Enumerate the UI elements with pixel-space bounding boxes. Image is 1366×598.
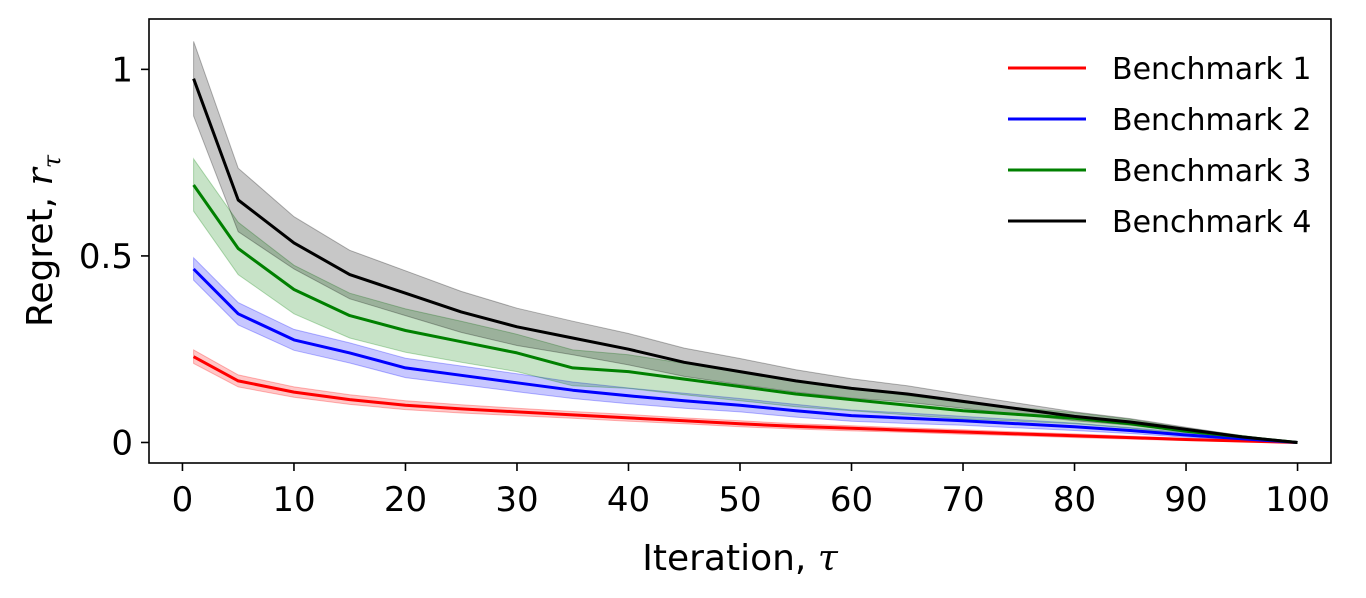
y-axis-ticks: 00.51	[79, 50, 149, 463]
line-series-4	[192, 78, 1298, 444]
y-tick-label: 0.5	[79, 237, 133, 277]
x-tick-label: 20	[384, 480, 427, 520]
line-series-3	[192, 184, 1298, 444]
x-axis-title-symbol: τ	[818, 538, 839, 579]
y-axis-title-text: Regret,	[20, 185, 61, 327]
line-series-2	[192, 267, 1298, 444]
x-axis-ticks: 0 10 20 30 40 50 60 70 80 90 100	[172, 463, 1330, 520]
x-axis-title: Iteration, τ	[642, 538, 839, 579]
y-tick-label: 1	[111, 50, 133, 90]
x-tick-label: 40	[607, 480, 650, 520]
legend: Benchmark 1 Benchmark 2 Benchmark 3 Benchma…	[1008, 52, 1312, 240]
x-axis-title-text: Iteration,	[642, 538, 818, 579]
confidence-bands	[193, 41, 1298, 443]
y-axis-title-symbol: r	[20, 166, 61, 185]
x-tick-label: 90	[1164, 480, 1207, 520]
legend-label-series-3: Benchmark 3	[1112, 154, 1312, 189]
x-tick-label: 60	[830, 480, 873, 520]
x-tick-label: 100	[1265, 480, 1330, 520]
x-tick-label: 10	[272, 480, 315, 520]
line-series-1	[192, 355, 1298, 444]
y-tick-label: 0	[111, 423, 133, 463]
legend-label-series-4: Benchmark 4	[1112, 205, 1312, 240]
legend-label-series-2: Benchmark 2	[1112, 103, 1312, 138]
x-tick-label: 70	[941, 480, 984, 520]
y-axis-title: Regret, rτ	[20, 154, 66, 327]
band-series-4	[193, 41, 1298, 443]
y-axis-title-subscript: τ	[38, 154, 66, 168]
x-tick-label: 50	[718, 480, 761, 520]
x-tick-label: 30	[495, 480, 538, 520]
series-lines	[192, 78, 1298, 444]
x-tick-label: 0	[172, 480, 194, 520]
x-tick-label: 80	[1053, 480, 1096, 520]
legend-label-series-1: Benchmark 1	[1112, 52, 1312, 87]
